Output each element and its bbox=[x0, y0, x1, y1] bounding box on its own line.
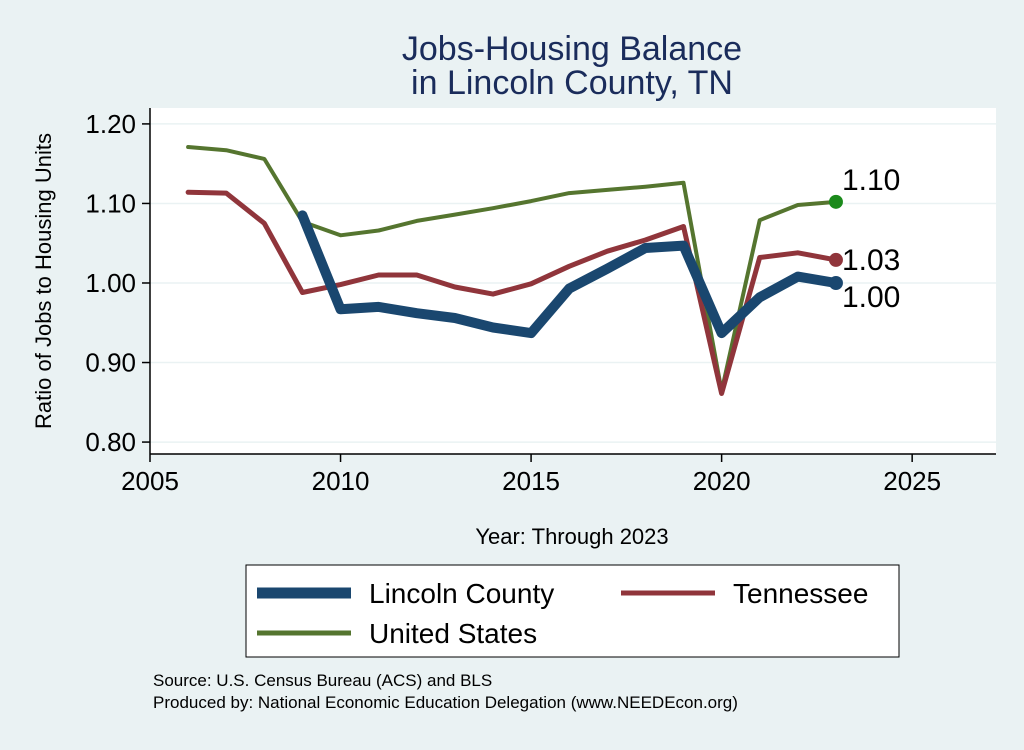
x-tick-label: 2020 bbox=[693, 466, 751, 496]
y-ticks: 0.80 0.90 1.00 1.10 1.20 bbox=[85, 109, 150, 457]
end-label-lincoln-county: 1.00 bbox=[842, 281, 900, 314]
end-label-tennessee: 1.03 bbox=[842, 244, 900, 277]
x-tick-label: 2005 bbox=[121, 466, 179, 496]
source-line-2: Produced by: National Economic Education… bbox=[153, 693, 738, 712]
x-ticks: 2005 2010 2015 2020 2025 bbox=[121, 454, 941, 496]
end-marker-united-states bbox=[828, 194, 843, 209]
axes bbox=[149, 108, 996, 455]
legend: Lincoln County Tennessee United States bbox=[245, 564, 900, 658]
y-tick-label: 1.10 bbox=[85, 188, 136, 218]
x-tick-label: 2025 bbox=[883, 466, 941, 496]
end-marker-lincoln-county bbox=[828, 275, 843, 290]
legend-box bbox=[245, 564, 900, 658]
x-tick-label: 2010 bbox=[312, 466, 370, 496]
end-label-united-states: 1.10 bbox=[842, 164, 900, 197]
series-line-tennessee bbox=[185, 189, 839, 396]
y-tick-label: 1.20 bbox=[85, 109, 136, 139]
legend-label-united-states: United States bbox=[369, 618, 537, 649]
legend-label-tennessee: Tennessee bbox=[733, 578, 868, 609]
y-tick-label: 0.80 bbox=[85, 427, 136, 457]
x-tick-label: 2015 bbox=[502, 466, 560, 496]
source-line-1: Source: U.S. Census Bureau (ACS) and BLS bbox=[153, 671, 492, 690]
series-lines bbox=[185, 145, 843, 396]
x-axis-label: Year: Through 2023 bbox=[475, 524, 668, 549]
end-labels: 1.00 1.03 1.10 bbox=[842, 164, 900, 314]
legend-label-lincoln-county: Lincoln County bbox=[369, 578, 554, 609]
end-marker-tennessee bbox=[828, 252, 843, 267]
y-tick-label: 1.00 bbox=[85, 268, 136, 298]
chart-title-line-1: Jobs-Housing Balance bbox=[402, 30, 742, 68]
y-axis-label: Ratio of Jobs to Housing Units bbox=[31, 133, 56, 429]
chart-title-line-2: in Lincoln County, TN bbox=[411, 64, 733, 102]
y-tick-label: 0.90 bbox=[85, 348, 136, 378]
series-line-lincoln-county bbox=[297, 210, 841, 339]
